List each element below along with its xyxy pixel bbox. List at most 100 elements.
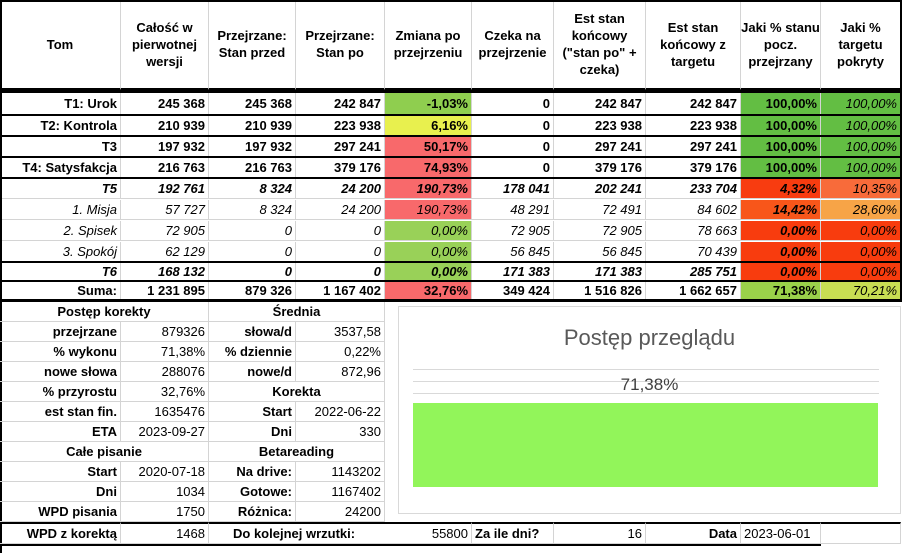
cell-calosc[interactable]: 1 231 895 — [121, 282, 209, 300]
cell-calosc[interactable]: 245 368 — [121, 93, 209, 115]
cell-czeka[interactable]: 171 383 — [472, 263, 554, 281]
data-label[interactable]: Data — [646, 522, 741, 544]
cell-czeka[interactable]: 0 — [472, 93, 554, 115]
cell-jaki-target[interactable]: 0,00% — [821, 221, 901, 241]
cell-czeka[interactable]: 349 424 — [472, 282, 554, 300]
header-przed[interactable]: Przejrzane: Stan przed — [209, 0, 296, 90]
cell-est-stan[interactable]: 171 383 — [554, 263, 646, 281]
cell-est-stan[interactable]: 242 847 — [554, 93, 646, 115]
cell-czeka[interactable]: 48 291 — [472, 200, 554, 220]
cell-przed[interactable]: 216 763 — [209, 158, 296, 178]
empty-cell[interactable] — [821, 522, 901, 544]
srednia-dziennie-value[interactable]: 0,22% — [296, 342, 385, 362]
cell-jaki-stan[interactable]: 71,38% — [741, 282, 821, 300]
cell-przed[interactable]: 0 — [209, 242, 296, 262]
cell-est-target[interactable]: 78 663 — [646, 221, 741, 241]
cell-przed[interactable]: 197 932 — [209, 137, 296, 157]
cell-tom[interactable]: 3. Spokój — [0, 242, 121, 262]
cell-tom[interactable]: 2. Spisek — [0, 221, 121, 241]
cale-title[interactable]: Całe pisanie — [0, 442, 209, 462]
cell-tom[interactable]: T4: Satysfakcja — [0, 158, 121, 178]
korekta-start-value[interactable]: 2022-06-22 — [296, 402, 385, 422]
header-est-target[interactable]: Est stan końcowy z targetu — [646, 0, 741, 90]
postep-nowe-value[interactable]: 288076 — [121, 362, 209, 382]
cale-wpd-value[interactable]: 1750 — [121, 502, 209, 522]
cell-est-target[interactable]: 297 241 — [646, 137, 741, 157]
cell-po[interactable]: 223 938 — [296, 116, 385, 136]
cell-zmiana[interactable]: 6,16% — [385, 116, 472, 136]
cell-calosc[interactable]: 197 932 — [121, 137, 209, 157]
header-jaki-target[interactable]: Jaki % targetu pokryty — [821, 0, 901, 90]
cell-est-stan[interactable]: 223 938 — [554, 116, 646, 136]
korekta-dni-value[interactable]: 330 — [296, 422, 385, 442]
cell-zmiana[interactable]: 190,73% — [385, 200, 472, 220]
header-zmiana[interactable]: Zmiana po przejrzeniu — [385, 0, 472, 90]
cell-po[interactable]: 0 — [296, 242, 385, 262]
cell-tom[interactable]: 1. Misja — [0, 200, 121, 220]
cell-po[interactable]: 379 176 — [296, 158, 385, 178]
header-tom[interactable]: Tom — [0, 0, 121, 90]
cell-przed[interactable]: 210 939 — [209, 116, 296, 136]
cell-zmiana[interactable]: 74,93% — [385, 158, 472, 178]
cell-po[interactable]: 24 200 — [296, 200, 385, 220]
cell-po[interactable]: 242 847 — [296, 93, 385, 115]
cell-czeka[interactable]: 0 — [472, 158, 554, 178]
header-est-stan[interactable]: Est stan końcowy ("stan po" + czeka) — [554, 0, 646, 90]
cell-est-stan[interactable]: 297 241 — [554, 137, 646, 157]
postep-eta-value[interactable]: 2023-09-27 — [121, 422, 209, 442]
cell-est-target[interactable]: 84 602 — [646, 200, 741, 220]
cell-jaki-target[interactable]: 100,00% — [821, 137, 901, 157]
postep-wykonu-value[interactable]: 71,38% — [121, 342, 209, 362]
cell-zmiana[interactable]: 0,00% — [385, 242, 472, 262]
cell-est-target[interactable]: 233 704 — [646, 179, 741, 199]
cell-est-target[interactable]: 223 938 — [646, 116, 741, 136]
cell-przed[interactable]: 8 324 — [209, 200, 296, 220]
cell-jaki-target[interactable]: 100,00% — [821, 158, 901, 178]
postep-title[interactable]: Postęp korekty — [0, 302, 209, 322]
cell-calosc[interactable]: 210 939 — [121, 116, 209, 136]
postep-przejrzane-label[interactable]: przejrzane — [0, 322, 121, 342]
cell-zmiana[interactable]: -1,03% — [385, 93, 472, 115]
korekta-title[interactable]: Korekta — [209, 382, 385, 402]
korekta-dni-label[interactable]: Dni — [209, 422, 296, 442]
cell-est-target[interactable]: 379 176 — [646, 158, 741, 178]
beta-roznica-value[interactable]: 24200 — [296, 502, 385, 522]
cell-czeka[interactable]: 56 845 — [472, 242, 554, 262]
cell-tom[interactable]: T5 — [0, 179, 121, 199]
srednia-slowa-label[interactable]: słowa/d — [209, 322, 296, 342]
cell-przed[interactable]: 879 326 — [209, 282, 296, 300]
beta-drive-label[interactable]: Na drive: — [209, 462, 296, 482]
dni-value[interactable]: 16 — [554, 522, 646, 544]
header-calosc[interactable]: Całość w pierwotnej wersji — [121, 0, 209, 90]
cell-calosc[interactable]: 62 129 — [121, 242, 209, 262]
cell-est-target[interactable]: 285 751 — [646, 263, 741, 281]
cell-po[interactable]: 0 — [296, 221, 385, 241]
cell-jaki-stan[interactable]: 14,42% — [741, 200, 821, 220]
cell-est-target[interactable]: 70 439 — [646, 242, 741, 262]
header-czeka[interactable]: Czeka na przejrzenie — [472, 0, 554, 90]
cale-dni-value[interactable]: 1034 — [121, 482, 209, 502]
cell-jaki-target[interactable]: 70,21% — [821, 282, 901, 300]
cell-est-stan[interactable]: 379 176 — [554, 158, 646, 178]
cell-calosc[interactable]: 192 761 — [121, 179, 209, 199]
postep-wykonu-label[interactable]: % wykonu — [0, 342, 121, 362]
cell-po[interactable]: 0 — [296, 263, 385, 281]
cell-zmiana[interactable]: 0,00% — [385, 263, 472, 281]
cell-zmiana[interactable]: 190,73% — [385, 179, 472, 199]
beta-title[interactable]: Betareading — [209, 442, 385, 462]
cell-zmiana[interactable]: 0,00% — [385, 221, 472, 241]
cell-czeka[interactable]: 178 041 — [472, 179, 554, 199]
cell-jaki-stan[interactable]: 4,32% — [741, 179, 821, 199]
postep-przejrzane-value[interactable]: 879326 — [121, 322, 209, 342]
cell-jaki-target[interactable]: 100,00% — [821, 116, 901, 136]
cell-jaki-target[interactable]: 100,00% — [821, 93, 901, 115]
cell-po[interactable]: 297 241 — [296, 137, 385, 157]
srednia-title[interactable]: Średnia — [209, 302, 385, 322]
cell-est-target[interactable]: 242 847 — [646, 93, 741, 115]
cell-czeka[interactable]: 0 — [472, 137, 554, 157]
cell-tom[interactable]: T3 — [0, 137, 121, 157]
cell-jaki-stan[interactable]: 100,00% — [741, 116, 821, 136]
cale-start-label[interactable]: Start — [0, 462, 121, 482]
cell-tom[interactable]: T1: Urok — [0, 93, 121, 115]
cell-jaki-target[interactable]: 0,00% — [821, 263, 901, 281]
